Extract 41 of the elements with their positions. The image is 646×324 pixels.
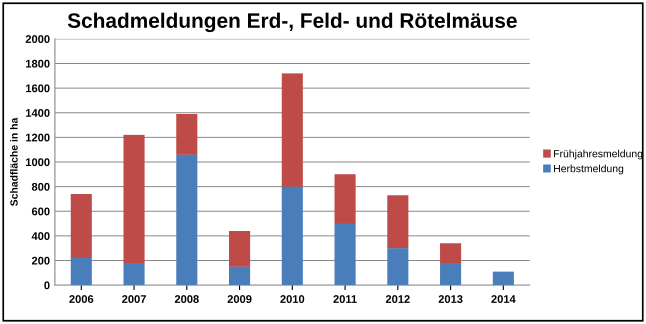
y-tick-label: 1800 <box>26 60 50 68</box>
bar <box>387 248 408 286</box>
bar <box>229 266 250 286</box>
bar <box>123 262 145 286</box>
legend-label: Herbstmeldung <box>554 164 624 174</box>
bar <box>440 243 462 263</box>
y-tick-label: 1200 <box>26 134 50 142</box>
bar <box>70 194 92 258</box>
y-axis-title: Schadfläche in ha <box>10 118 18 206</box>
x-tick-label: 2010 <box>280 295 304 304</box>
legend-label: Frühjahresmeldung <box>554 150 642 160</box>
y-tick-label: 1400 <box>26 109 50 117</box>
x-tick-label: 2008 <box>174 295 199 304</box>
x-tick-label: 2011 <box>333 295 357 304</box>
y-tick-label: 0 <box>44 281 50 290</box>
x-tick-label: 2007 <box>122 295 146 304</box>
bar <box>123 134 145 263</box>
chart-title: Schadmeldungen Erd-, Feld- und Rötelmäuse <box>68 12 517 32</box>
y-tick-label: 200 <box>32 256 50 265</box>
y-tick-label: 600 <box>32 208 50 216</box>
y-tick-label: 800 <box>32 182 50 191</box>
bar <box>229 230 250 267</box>
bar <box>334 224 356 286</box>
bar <box>176 114 198 155</box>
bar <box>387 195 408 248</box>
bar <box>282 73 303 187</box>
bar <box>334 174 356 224</box>
bar <box>176 154 198 286</box>
x-tick-label: 2014 <box>491 295 516 304</box>
bar <box>70 258 92 286</box>
y-tick-label: 1000 <box>26 158 50 166</box>
x-tick-label: 2012 <box>386 295 410 304</box>
y-tick-label: 2000 <box>26 35 50 44</box>
y-tick-label: 1600 <box>26 84 50 92</box>
bar <box>492 272 514 286</box>
bar <box>440 262 462 286</box>
bar <box>282 186 303 286</box>
x-tick-label: 2006 <box>69 295 94 304</box>
y-tick-label: 400 <box>32 232 50 240</box>
x-tick-label: 2013 <box>438 295 463 304</box>
x-tick-label: 2009 <box>228 295 252 304</box>
